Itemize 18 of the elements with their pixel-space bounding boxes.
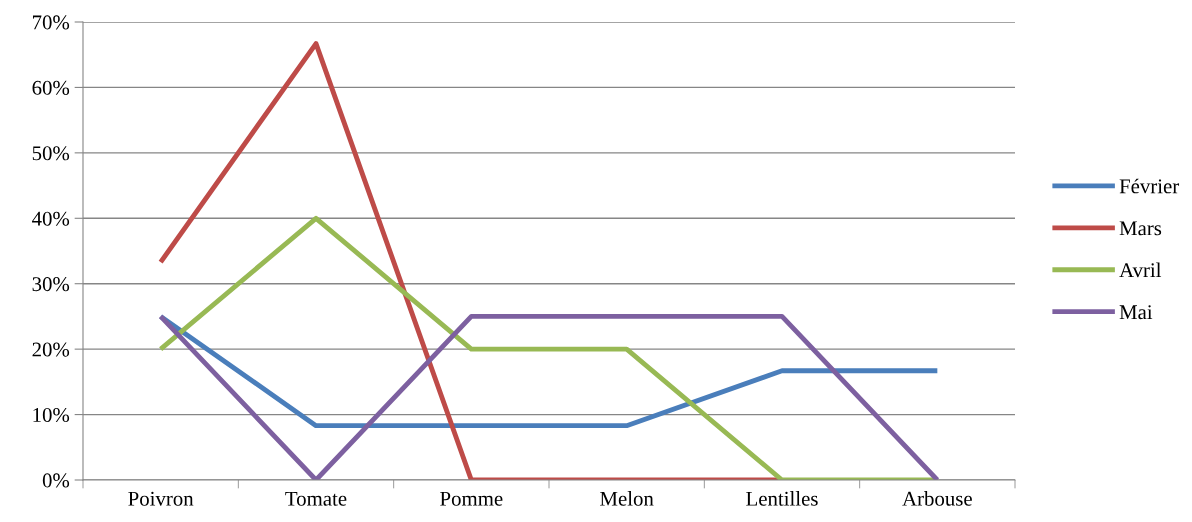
x-tick-label: Pomme (440, 491, 503, 506)
y-tick-label: 70% (32, 15, 70, 30)
y-tick-label: 10% (33, 407, 70, 423)
x-tick-label: Lentilles (746, 491, 818, 506)
y-tick-label: 50% (32, 146, 70, 161)
x-tick-label: Poivron (128, 491, 194, 506)
legend-label: Mai (1119, 305, 1153, 320)
legend-label: Mars (1119, 221, 1162, 236)
y-tick-label: 30% (32, 277, 70, 292)
legend-label: Avril (1119, 262, 1162, 278)
x-tick-label: Melon (600, 491, 654, 506)
y-tick-label: 60% (32, 80, 70, 95)
legend-label: Février (1119, 178, 1180, 194)
y-tick-label: 20% (32, 342, 70, 357)
y-tick-label: 0% (42, 473, 70, 488)
y-tick-label: 40% (32, 211, 70, 226)
x-tick-label: Tomate (285, 491, 347, 506)
x-tick-label: Arbouse (902, 491, 972, 506)
